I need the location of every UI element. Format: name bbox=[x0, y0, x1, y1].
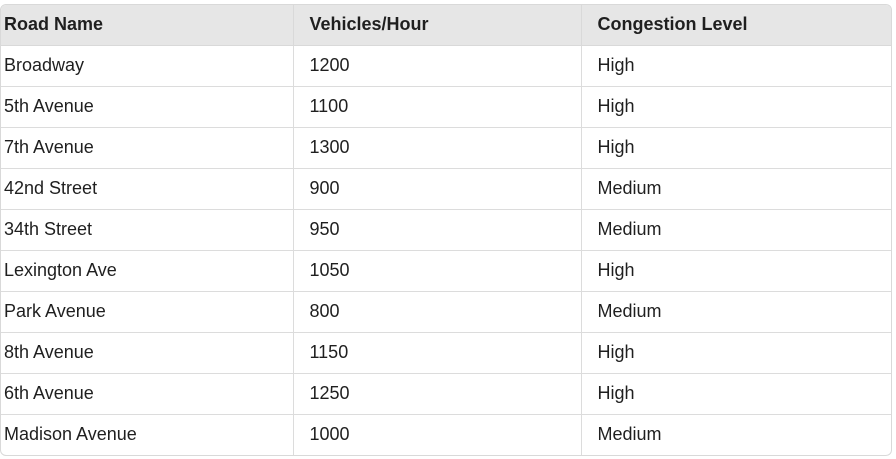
column-header-road-name: Road Name bbox=[1, 5, 294, 46]
table-row: 34th Street 950 Medium bbox=[1, 209, 891, 251]
cell-vehicles-per-hour: 1300 bbox=[293, 127, 582, 169]
cell-congestion-level: Medium bbox=[597, 424, 662, 445]
traffic-table-container: Road Name Vehicles/Hour Congestion Level… bbox=[0, 4, 892, 456]
column-header-congestion-level: Congestion Level bbox=[581, 5, 891, 46]
cell-road-name: 7th Avenue bbox=[1, 127, 294, 169]
cell-vehicles-per-hour: 950 bbox=[293, 209, 582, 251]
cell-road-name: Broadway bbox=[1, 45, 294, 87]
header-row: Road Name Vehicles/Hour Congestion Level bbox=[1, 5, 891, 46]
cell-vehicles-per-hour: 1200 bbox=[293, 45, 582, 87]
table-row: 8th Avenue 1150 High bbox=[1, 332, 891, 374]
cell-vehicles-per-hour: 1250 bbox=[293, 373, 582, 415]
traffic-table: Road Name Vehicles/Hour Congestion Level… bbox=[1, 5, 891, 455]
table-row: Lexington Ave 1050 High bbox=[1, 250, 891, 292]
cell-road-name: 34th Street bbox=[1, 209, 294, 251]
table-row: Madison Avenue 1000 Medium bbox=[1, 414, 891, 455]
cell-congestion-level: High bbox=[581, 127, 891, 169]
table-header: Road Name Vehicles/Hour Congestion Level bbox=[1, 5, 891, 46]
cell-vehicles-per-hour: 1000 bbox=[293, 414, 582, 455]
table-body: Broadway 1200 High 5th Avenue 1100 High … bbox=[1, 45, 891, 455]
table-row: Broadway 1200 High bbox=[1, 45, 891, 87]
cell-vehicles-per-hour: 800 bbox=[293, 291, 582, 333]
table-row: 5th Avenue 1100 High bbox=[1, 86, 891, 128]
cell-congestion-level: High bbox=[581, 332, 891, 374]
cell-vehicles-per-hour: 900 bbox=[293, 168, 582, 210]
table-row: 6th Avenue 1250 High bbox=[1, 373, 891, 415]
table-row: Park Avenue 800 Medium bbox=[1, 291, 891, 333]
cell-vehicles-per-hour: 1150 bbox=[293, 332, 582, 374]
cell-road-name: 42nd Street bbox=[1, 168, 294, 210]
cell-road-name: Lexington Ave bbox=[1, 250, 294, 292]
cell-vehicles-per-hour: 1100 bbox=[293, 86, 582, 128]
cell-congestion-level: High bbox=[581, 86, 891, 128]
table-row: 42nd Street 900 Medium bbox=[1, 168, 891, 210]
table-row: 7th Avenue 1300 High bbox=[1, 127, 891, 169]
cell-congestion-level: High bbox=[581, 45, 891, 87]
cell-road-name: Park Avenue bbox=[1, 291, 294, 333]
cell-road-name: 6th Avenue bbox=[1, 373, 294, 415]
cell-road-name: 5th Avenue bbox=[1, 86, 294, 128]
cell-congestion-level: High bbox=[581, 250, 891, 292]
cell-road-name: Madison Avenue bbox=[1, 414, 294, 455]
cell-congestion-level: Medium bbox=[581, 209, 891, 251]
cell-vehicles-per-hour: 1050 bbox=[293, 250, 582, 292]
cell-congestion-level: Medium bbox=[581, 168, 891, 210]
cell-road-name: 8th Avenue bbox=[1, 332, 294, 374]
cell-congestion-level: Medium bbox=[581, 291, 891, 333]
cell-congestion-level: High bbox=[581, 373, 891, 415]
column-header-vehicles-per-hour: Vehicles/Hour bbox=[293, 5, 582, 46]
